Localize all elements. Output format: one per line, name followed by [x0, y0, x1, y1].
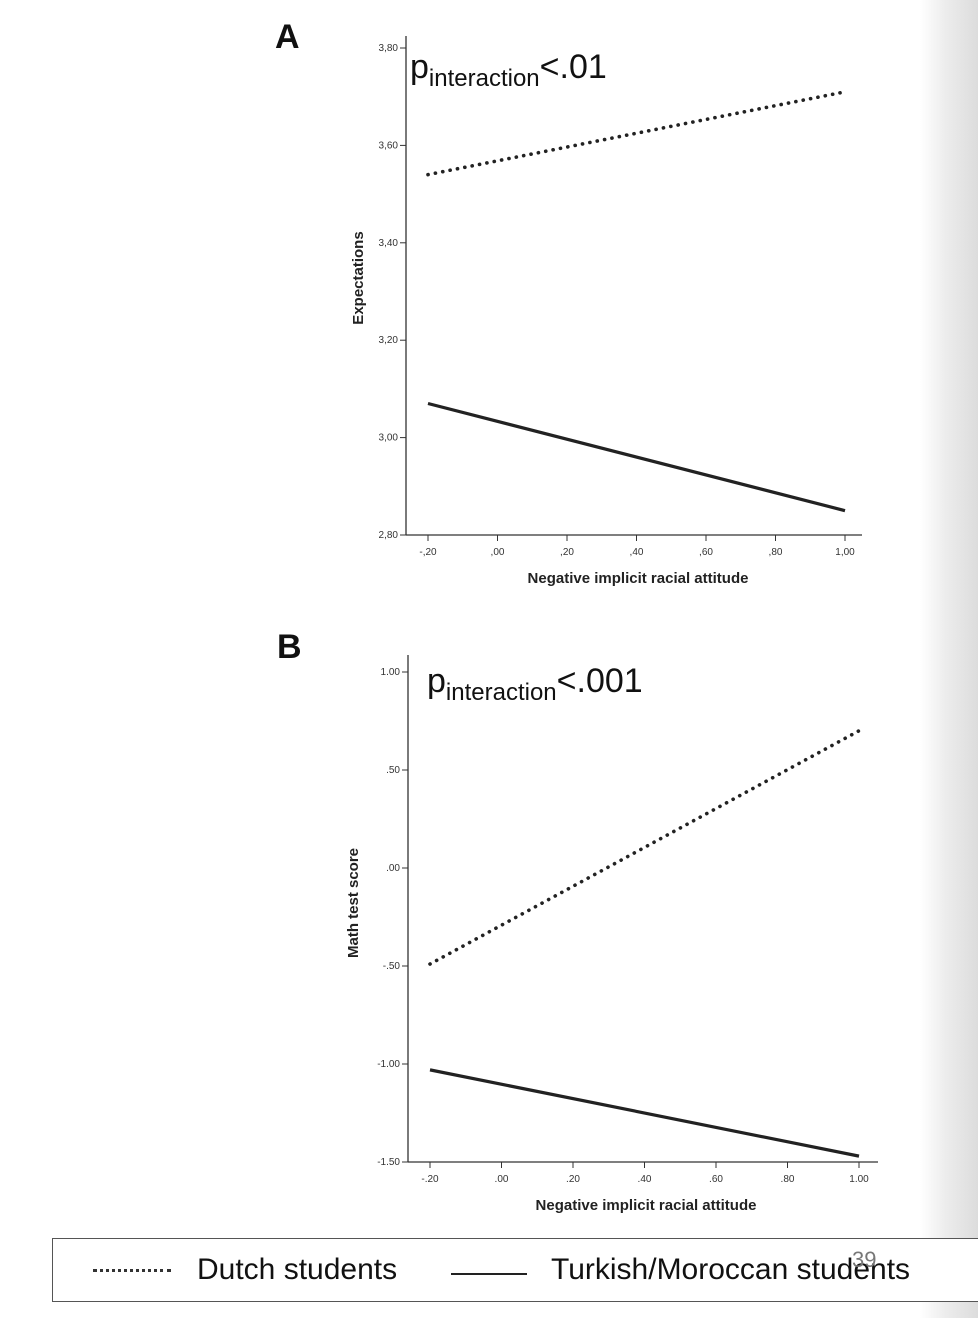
x-tick-label: .00 — [495, 1174, 509, 1185]
y-tick-label: 1.00 — [381, 667, 401, 678]
legend-dotted-line-sample — [93, 1269, 171, 1272]
page-number: 39 — [852, 1247, 877, 1272]
x-tick-label: .40 — [638, 1174, 652, 1185]
legend-label-turkish: Turkish/Moroccan students — [551, 1253, 911, 1286]
x-tick-label: ,00 — [491, 547, 505, 558]
legend: Dutch students Turkish/Moroccan students — [52, 1238, 978, 1302]
y-axis-label: Math test score — [345, 848, 362, 958]
x-tick-label: .60 — [709, 1174, 723, 1185]
y-tick-label: .00 — [386, 863, 400, 874]
y-tick-label: 3,20 — [379, 335, 399, 346]
y-tick-label: 3,40 — [379, 238, 399, 249]
y-tick-label: -.50 — [383, 961, 401, 972]
x-tick-label: 1.00 — [849, 1174, 869, 1185]
x-tick-label: .20 — [566, 1174, 580, 1185]
y-tick-label: -1.00 — [377, 1059, 400, 1070]
y-tick-label: 3,80 — [379, 43, 399, 54]
series-line-turkish-moroccan — [429, 1068, 860, 1158]
y-tick-label: 2,80 — [379, 530, 399, 541]
x-tick-label: ,80 — [769, 547, 783, 558]
legend-label-dutch: Dutch students — [197, 1253, 398, 1286]
page-edge-shadow — [920, 0, 978, 1318]
chart-a: 3,80 3,60 3,40 3,20 3,00 2,80 -,20 ,00 ,20 ,40 ,60… — [350, 36, 862, 587]
panel-letter-a: A — [275, 18, 300, 56]
legend-solid-line-sample — [451, 1273, 527, 1275]
chart-b: 1.00 .50 .00 -.50 -1.00 -1.50 -.20 .00 .20 .40 .60… — [345, 655, 878, 1214]
x-tick-label: ,40 — [630, 547, 644, 558]
y-axis-label: Expectations — [350, 231, 367, 324]
series-line-dutch — [426, 90, 847, 177]
x-axis-label: Negative implicit racial attitude — [528, 570, 749, 587]
x-tick-label: ,60 — [699, 547, 713, 558]
x-tick-label: .80 — [781, 1174, 795, 1185]
y-tick-label: 3,00 — [379, 433, 399, 444]
x-tick-label: 1,00 — [835, 547, 855, 558]
interaction-p-annotation: pinteraction<.001 — [427, 662, 643, 706]
interaction-p-annotation: pinteraction<.01 — [410, 48, 607, 92]
panel-letter-b: B — [277, 628, 302, 666]
x-tick-label: ,20 — [560, 547, 574, 558]
series-line-dutch — [428, 728, 861, 966]
series-line-turkish-moroccan — [427, 401, 846, 513]
y-tick-label: -1.50 — [377, 1157, 400, 1168]
y-tick-label: 3,60 — [379, 140, 399, 151]
y-tick-label: .50 — [386, 765, 400, 776]
x-tick-label: -.20 — [421, 1174, 439, 1185]
x-tick-label: -,20 — [419, 547, 437, 558]
x-axis-label: Negative implicit racial attitude — [536, 1197, 757, 1214]
